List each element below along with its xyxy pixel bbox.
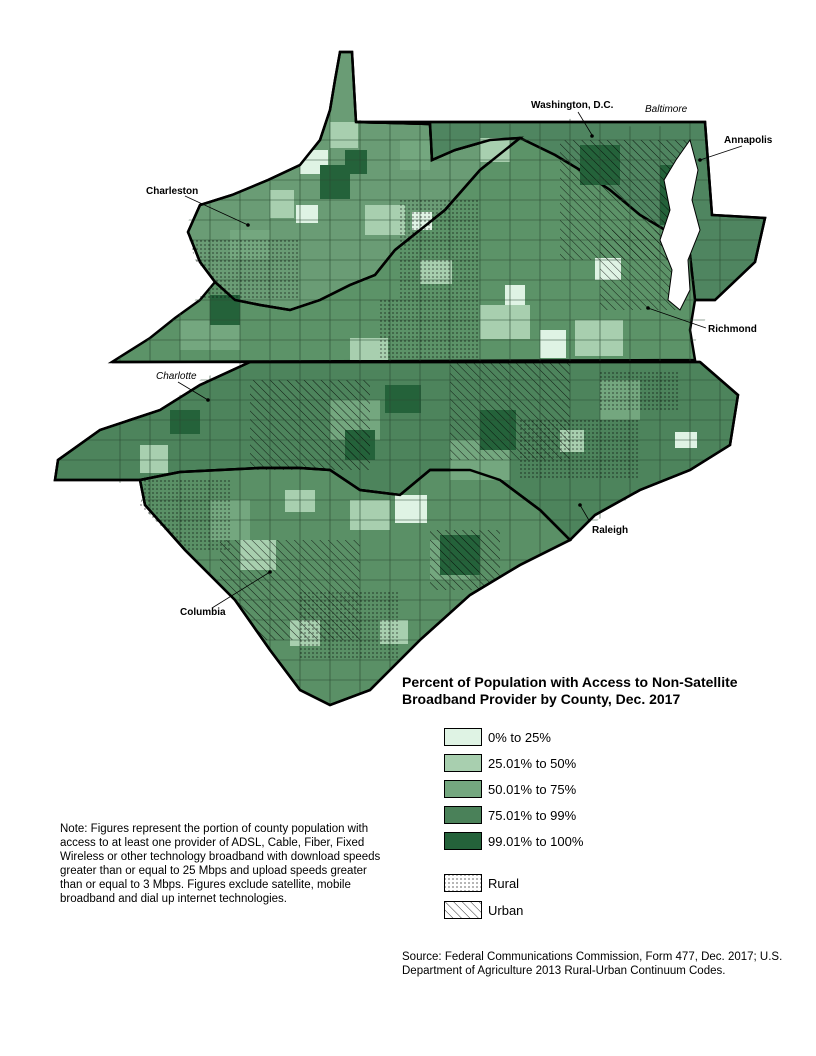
legend-label: Rural [488, 875, 520, 891]
source-note: Source: Federal Communications Commissio… [402, 951, 783, 977]
urban-pattern-swatch [444, 901, 482, 919]
footnote: Note: Figures represent the portion of c… [60, 823, 381, 905]
city-leaders [177, 111, 743, 609]
legend-label: 75.01% to 99% [488, 807, 577, 823]
chesapeake-bay [659, 138, 701, 311]
city-label-washington: Washington, D.C. [531, 100, 614, 111]
legend-item-99-100: 99.01% to 100% [444, 831, 583, 851]
legend-item-urban: Urban [444, 900, 523, 920]
legend-item-25-50: 25.01% to 50% [444, 753, 576, 773]
legend-item-50-75: 50.01% to 75% [444, 779, 576, 799]
city-dots [206, 134, 702, 574]
city-label-annapolis: Annapolis [724, 135, 773, 146]
legend-label: 25.01% to 50% [488, 755, 577, 771]
legend-swatch [444, 754, 482, 772]
legend-item-75-99: 75.01% to 99% [444, 805, 576, 825]
legend-item-rural: Rural [444, 873, 519, 893]
legend-swatch [444, 780, 482, 798]
city-label-charlotte: Charlotte [156, 371, 197, 382]
legend-swatch [444, 832, 482, 850]
legend-label: 99.01% to 100% [488, 833, 584, 849]
city-label-charleston: Charleston [146, 186, 199, 197]
rural-pattern-swatch [444, 874, 482, 892]
city-label-baltimore: Baltimore [645, 104, 688, 115]
city-label-richmond: Richmond [708, 324, 757, 335]
legend-label: 0% to 25% [488, 729, 551, 745]
legend-swatch [444, 806, 482, 824]
legend-label: 50.01% to 75% [488, 781, 577, 797]
legend-title: Percent of Population with Access to Non… [402, 674, 738, 707]
county-borders [60, 52, 760, 705]
city-label-columbia: Columbia [180, 607, 226, 618]
city-label-raleigh: Raleigh [592, 525, 629, 536]
legend-swatch [444, 728, 482, 746]
state-borders [53, 50, 767, 707]
legend-label: Urban [488, 902, 524, 918]
legend-item-0-25: 0% to 25% [444, 727, 551, 747]
